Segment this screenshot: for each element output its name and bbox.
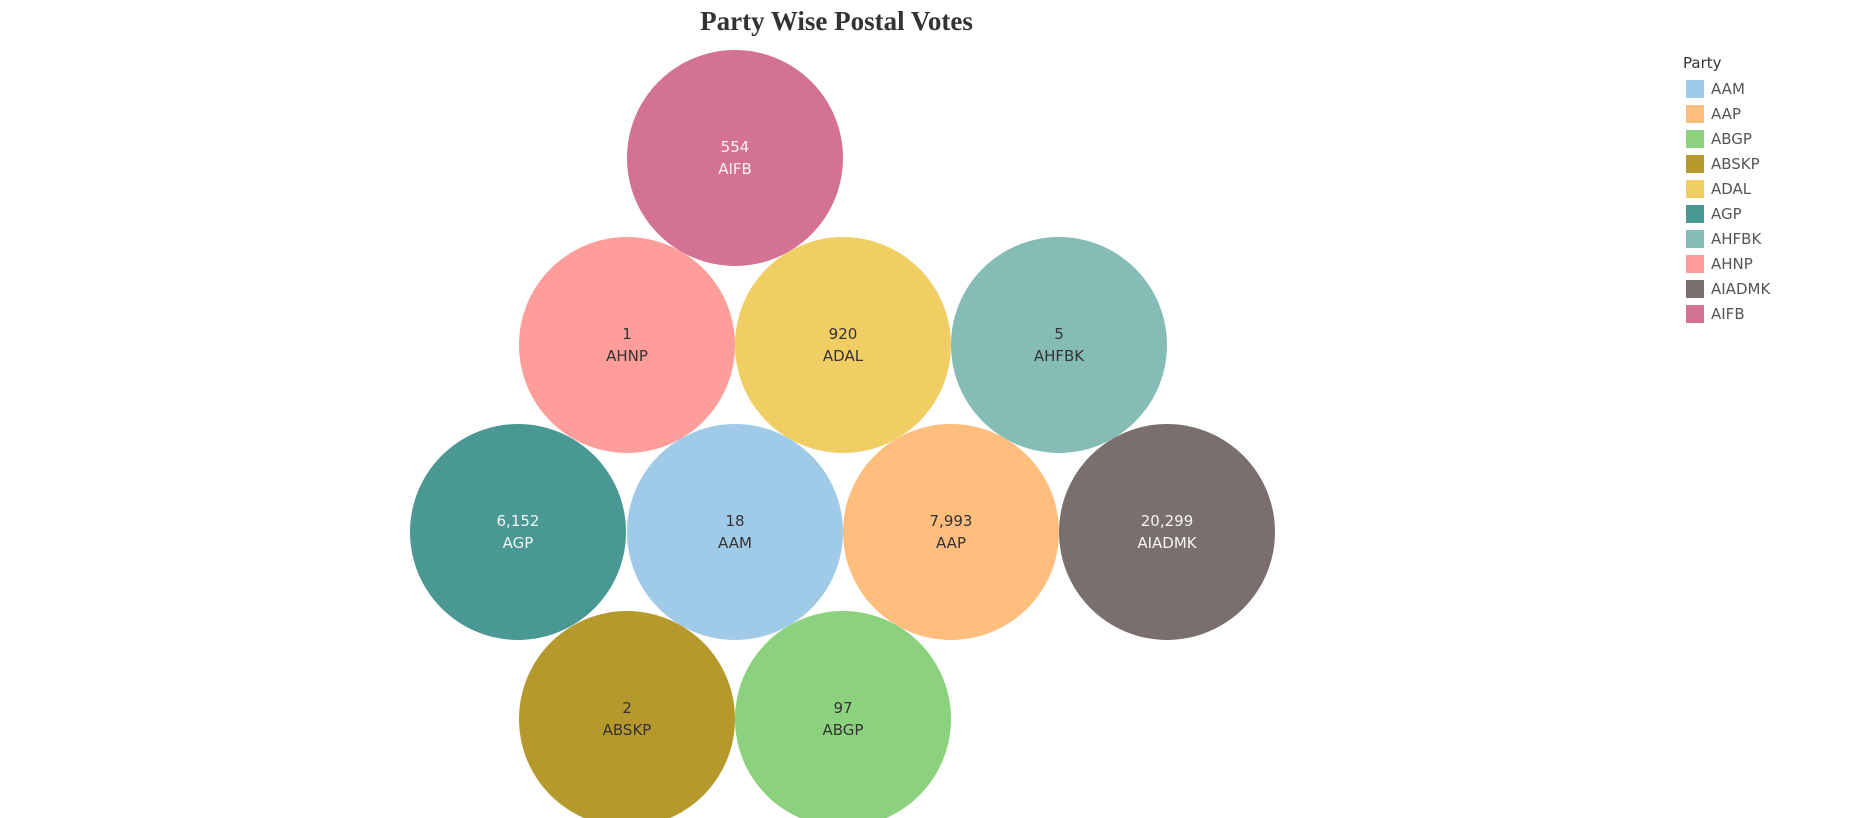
- legend: Party AAM AAP ABGP ABSKP ADAL AGP AHFBK AHNP AIA…: [1683, 54, 1843, 326]
- bubble-party-label: AAM: [718, 534, 752, 552]
- legend-item-aiadmk[interactable]: AIADMK: [1686, 276, 1843, 301]
- legend-swatch: [1686, 129, 1704, 148]
- legend-label: AAP: [1711, 104, 1741, 123]
- legend-swatch: [1686, 79, 1704, 98]
- chart-title: Party Wise Postal Votes: [700, 6, 973, 36]
- legend-item-abskp[interactable]: ABSKP: [1686, 151, 1843, 176]
- bubble-chart: 554 AIFB 1 AHNP 920 ADAL 5 AHFBK 6,152 AGP 18 AAM 7,…: [410, 50, 1275, 818]
- bubble-party-label: ABGP: [823, 721, 864, 739]
- bubble-party-label: AIADMK: [1137, 534, 1197, 552]
- bubble-value-label: 7,993: [930, 512, 973, 530]
- legend-swatch: [1686, 304, 1704, 323]
- bubble-circle-agp[interactable]: [410, 424, 626, 640]
- bubble-value-label: 18: [725, 512, 744, 530]
- legend-item-aap[interactable]: AAP: [1686, 101, 1843, 126]
- bubble-party-label: AIFB: [718, 160, 752, 178]
- bubble-agp[interactable]: 6,152 AGP: [410, 424, 626, 640]
- legend-label: AGP: [1711, 204, 1742, 223]
- legend-item-adal[interactable]: ADAL: [1686, 176, 1843, 201]
- legend-label: ADAL: [1711, 179, 1752, 198]
- legend-label: AAM: [1711, 79, 1745, 98]
- bubble-party-label: AHFBK: [1034, 347, 1085, 365]
- legend-swatch: [1686, 229, 1704, 248]
- legend-swatch: [1686, 254, 1704, 273]
- bubble-ahnp[interactable]: 1 AHNP: [519, 237, 735, 453]
- bubble-party-label: ADAL: [823, 347, 864, 365]
- bubble-value-label: 6,152: [497, 512, 540, 530]
- bubble-circle-abgp[interactable]: [735, 611, 951, 818]
- bubble-value-label: 1: [622, 325, 632, 343]
- bubble-aiadmk[interactable]: 20,299 AIADMK: [1059, 424, 1275, 640]
- bubble-value-label: 2: [622, 699, 632, 717]
- legend-item-aifb[interactable]: AIFB: [1686, 301, 1843, 326]
- legend-item-ahfbk[interactable]: AHFBK: [1686, 226, 1843, 251]
- bubble-circle-adal[interactable]: [735, 237, 951, 453]
- bubble-circle-aiadmk[interactable]: [1059, 424, 1275, 640]
- legend-items: AAM AAP ABGP ABSKP ADAL AGP AHFBK AHNP AIADMK AIF…: [1683, 76, 1843, 326]
- legend-label: AIADMK: [1711, 279, 1771, 298]
- bubble-party-label: AHNP: [606, 347, 648, 365]
- bubble-aam[interactable]: 18 AAM: [627, 424, 843, 640]
- legend-item-agp[interactable]: AGP: [1686, 201, 1843, 226]
- legend-swatch: [1686, 279, 1704, 298]
- bubble-circle-abskp[interactable]: [519, 611, 735, 818]
- bubble-value-label: 920: [829, 325, 858, 343]
- legend-label: AHNP: [1711, 254, 1753, 273]
- legend-swatch: [1686, 179, 1704, 198]
- legend-label: ABSKP: [1711, 154, 1760, 173]
- bubble-value-label: 5: [1054, 325, 1064, 343]
- bubble-party-label: AGP: [503, 534, 534, 552]
- legend-item-aam[interactable]: AAM: [1686, 76, 1843, 101]
- bubble-aap[interactable]: 7,993 AAP: [843, 424, 1059, 640]
- bubble-circle-aifb[interactable]: [627, 50, 843, 266]
- legend-label: AIFB: [1711, 304, 1745, 323]
- legend-label: ABGP: [1711, 129, 1752, 148]
- bubble-value-label: 554: [721, 138, 750, 156]
- legend-swatch: [1686, 204, 1704, 223]
- bubble-circle-ahnp[interactable]: [519, 237, 735, 453]
- bubble-circle-aap[interactable]: [843, 424, 1059, 640]
- bubble-party-label: ABSKP: [603, 721, 652, 739]
- bubble-abgp[interactable]: 97 ABGP: [735, 611, 951, 818]
- bubble-abskp[interactable]: 2 ABSKP: [519, 611, 735, 818]
- bubble-ahfbk[interactable]: 5 AHFBK: [951, 237, 1167, 453]
- legend-swatch: [1686, 154, 1704, 173]
- bubble-aifb[interactable]: 554 AIFB: [627, 50, 843, 266]
- legend-label: AHFBK: [1711, 229, 1762, 248]
- legend-item-ahnp[interactable]: AHNP: [1686, 251, 1843, 276]
- bubble-party-label: AAP: [936, 534, 966, 552]
- bubble-value-label: 97: [833, 699, 852, 717]
- legend-title: Party: [1683, 54, 1722, 72]
- legend-swatch: [1686, 104, 1704, 123]
- bubble-circle-aam[interactable]: [627, 424, 843, 640]
- bubble-adal[interactable]: 920 ADAL: [735, 237, 951, 453]
- legend-item-abgp[interactable]: ABGP: [1686, 126, 1843, 151]
- bubble-circle-ahfbk[interactable]: [951, 237, 1167, 453]
- bubble-value-label: 20,299: [1141, 512, 1194, 530]
